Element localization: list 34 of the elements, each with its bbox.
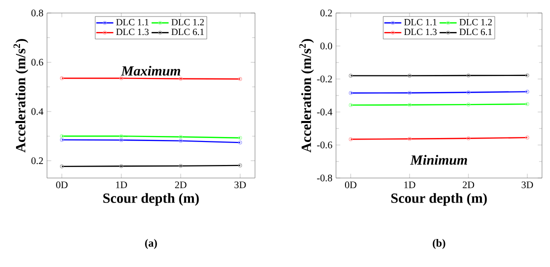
y-tick-label: 0.4 [31, 108, 44, 115]
annotation: Maximum [120, 66, 180, 76]
x-tick-label: 0D [56, 182, 68, 188]
x-tick-label: 2D [175, 182, 186, 188]
y-axis-title: Acceleration (m/s$^{2}$) [14, 39, 28, 152]
x-tick-label: 3D [234, 182, 246, 188]
y-tick-label: -0.8 [317, 174, 332, 182]
x-tick-label: 0D [345, 182, 356, 188]
x-tick-label: 3D [522, 182, 533, 188]
x-axis-title: Scour depth (m) [391, 193, 487, 206]
legend-label: DLC 1.3 [116, 28, 149, 36]
y-axis-title: Acceleration (m/s$^{2}$) [299, 39, 314, 152]
legend-label: DLC 6.1 [171, 28, 204, 36]
x-axis-title: Scour depth (m) [103, 193, 199, 206]
x-tick-label: 2D [462, 182, 474, 188]
annotation: Minimum [410, 154, 468, 165]
legend-label: DLC 1.2 [459, 18, 492, 26]
legend-label: DLC 6.1 [459, 28, 492, 36]
y-tick-label: -0.2 [317, 76, 332, 82]
y-tick-label: 0.2 [320, 10, 332, 16]
legend-label: DLC 1.3 [404, 28, 437, 36]
x-tick-label: 1D [116, 182, 127, 188]
x-tick-label: 1D [404, 182, 416, 188]
y-tick-label: 0.2 [31, 157, 43, 164]
legend-label: DLC 1.1 [116, 19, 148, 26]
y-tick-label: 0.0 [320, 42, 332, 50]
legend-label: DLC 1.2 [171, 19, 204, 26]
y-tick-label: 0.8 [31, 10, 44, 16]
y-tick-label: -0.4 [317, 108, 332, 116]
text: (a) [145, 239, 157, 249]
legend-label: DLC 1.1 [404, 18, 436, 26]
y-tick-label: -0.6 [317, 142, 332, 148]
text: (b) [432, 239, 446, 249]
y-tick-label: 0.6 [31, 58, 44, 66]
